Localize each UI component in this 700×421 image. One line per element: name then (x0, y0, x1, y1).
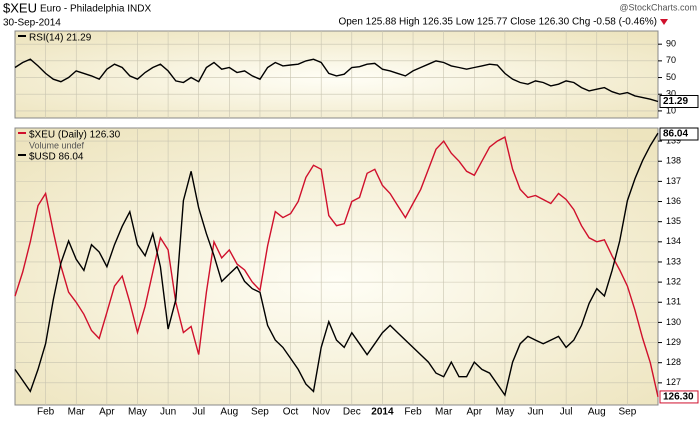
x-tick-label: Jul (192, 407, 205, 418)
x-tick-label: Jun (160, 407, 176, 418)
y-tick-label: 129 (666, 337, 681, 347)
y-tick-label: 131 (666, 297, 681, 307)
price-panel (14, 127, 659, 406)
y-tick-label: 133 (666, 256, 681, 266)
x-tick-label: Jul (560, 407, 573, 418)
legend-label: $USD 86.04 (29, 152, 84, 163)
symbol: $XEU (3, 0, 37, 15)
x-tick-label: May (495, 407, 514, 418)
x-tick-label: Dec (343, 407, 361, 418)
x-tick-label: Sep (251, 407, 269, 418)
y-tick-label: 10 (666, 105, 676, 115)
x-tick-label: Mar (68, 407, 86, 418)
x-tick-label: Sep (618, 407, 636, 418)
legend-swatch (18, 132, 26, 134)
legend-swatch (18, 35, 26, 37)
series-line (14, 132, 659, 397)
x-tick-label: Nov (312, 407, 330, 418)
y-tick-label: 70 (666, 55, 676, 65)
x-tick-label: Apr (467, 407, 483, 418)
legend-swatch (18, 154, 26, 156)
quote: Open 125.88 High 126.35 Low 125.77 Close… (338, 17, 657, 28)
series-line (14, 136, 659, 398)
legend-label: Volume undef (29, 140, 85, 150)
y-tick-label: 136 (666, 196, 681, 206)
legend-label: $XEU (Daily) 126.30 (29, 130, 121, 141)
rsi-panel (14, 30, 659, 119)
source: @StockCharts.com (619, 2, 697, 12)
x-tick-label: Jun (527, 407, 543, 418)
end-label: 21.29 (663, 96, 688, 107)
y-tick-label: 135 (666, 216, 681, 226)
x-tick-label: Oct (283, 407, 299, 418)
symbol-name: Euro - Philadelphia INDX (40, 4, 151, 15)
y-tick-label: 132 (666, 276, 681, 286)
end-label-box (659, 390, 699, 404)
date: 30-Sep-2014 (3, 18, 61, 29)
end-label-box (659, 127, 699, 141)
x-tick-label: Aug (220, 407, 238, 418)
end-label: 86.04 (663, 129, 688, 140)
y-tick-label: 50 (666, 72, 676, 82)
x-tick-label: Apr (99, 407, 115, 418)
y-tick-label: 90 (666, 39, 676, 49)
y-tick-label: 134 (666, 236, 681, 246)
y-tick-label: 130 (666, 317, 681, 327)
y-tick-label: 127 (666, 377, 681, 387)
series-line (14, 58, 659, 103)
y-tick-label: 30 (666, 89, 676, 99)
down-arrow (660, 19, 668, 25)
x-tick-label: 2014 (371, 407, 394, 418)
y-tick-label: 138 (666, 156, 681, 166)
end-label-box (659, 94, 699, 108)
legend-label: RSI(14) 21.29 (29, 33, 92, 44)
x-tick-label: Aug (588, 407, 606, 418)
x-tick-label: Mar (435, 407, 453, 418)
x-tick-label: Feb (404, 407, 422, 418)
x-tick-label: Feb (37, 407, 55, 418)
x-tick-label: May (128, 407, 147, 418)
y-tick-label: 137 (666, 176, 681, 186)
y-tick-label: 128 (666, 357, 681, 367)
end-label: 126.30 (663, 392, 694, 403)
